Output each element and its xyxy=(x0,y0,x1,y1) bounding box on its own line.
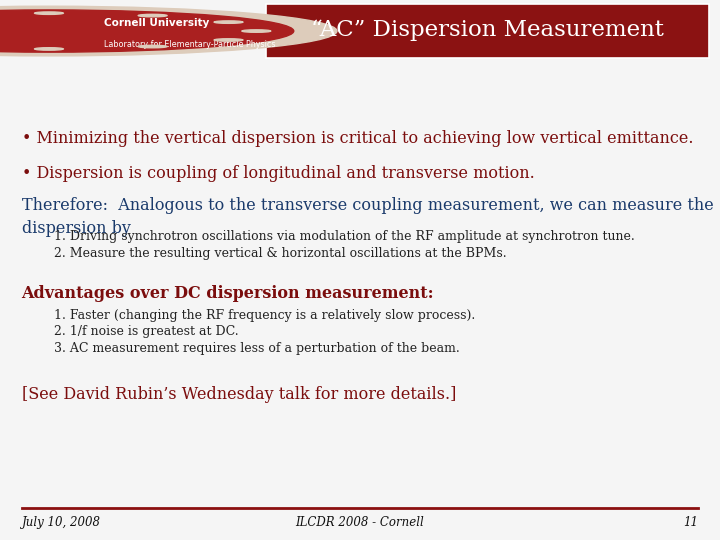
Text: 1. Faster (changing the RF frequency is a relatively slow process).: 1. Faster (changing the RF frequency is … xyxy=(54,309,475,322)
Circle shape xyxy=(242,30,271,32)
Text: 2. Measure the resulting vertical & horizontal oscillations at the BPMs.: 2. Measure the resulting vertical & hori… xyxy=(54,247,507,260)
Text: Therefore:  Analogous to the transverse coupling measurement, we can measure the: Therefore: Analogous to the transverse c… xyxy=(22,197,714,237)
Text: 11: 11 xyxy=(683,516,698,530)
Text: 2. 1/f noise is greatest at DC.: 2. 1/f noise is greatest at DC. xyxy=(54,326,238,339)
Text: Cornell University: Cornell University xyxy=(104,18,210,28)
Text: ILCDR 2008 - Cornell: ILCDR 2008 - Cornell xyxy=(296,516,424,530)
Circle shape xyxy=(35,48,63,50)
Text: • Dispersion is coupling of longitudinal and transverse motion.: • Dispersion is coupling of longitudinal… xyxy=(22,165,534,182)
Circle shape xyxy=(0,10,294,52)
Text: • Minimizing the vertical dispersion is critical to achieving low vertical emitt: • Minimizing the vertical dispersion is … xyxy=(22,130,693,147)
Text: Advantages over DC dispersion measurement:: Advantages over DC dispersion measuremen… xyxy=(22,285,434,302)
Circle shape xyxy=(138,45,167,48)
Circle shape xyxy=(35,12,63,15)
Text: July 10, 2008: July 10, 2008 xyxy=(22,516,101,530)
Circle shape xyxy=(214,21,243,23)
Circle shape xyxy=(138,15,167,17)
Text: “AC” Dispersion Measurement: “AC” Dispersion Measurement xyxy=(311,19,665,42)
Text: 1. Driving synchrotron oscillations via modulation of the RF amplitude at synchr: 1. Driving synchrotron oscillations via … xyxy=(54,231,635,244)
Text: Laboratory for Elementary-Particle Physics: Laboratory for Elementary-Particle Physi… xyxy=(104,40,276,49)
Text: [See David Rubin’s Wednesday talk for more details.]: [See David Rubin’s Wednesday talk for mo… xyxy=(22,386,456,403)
Text: 3. AC measurement requires less of a perturbation of the beam.: 3. AC measurement requires less of a per… xyxy=(54,342,460,355)
Circle shape xyxy=(0,6,337,56)
FancyBboxPatch shape xyxy=(266,4,709,58)
Circle shape xyxy=(214,39,243,41)
